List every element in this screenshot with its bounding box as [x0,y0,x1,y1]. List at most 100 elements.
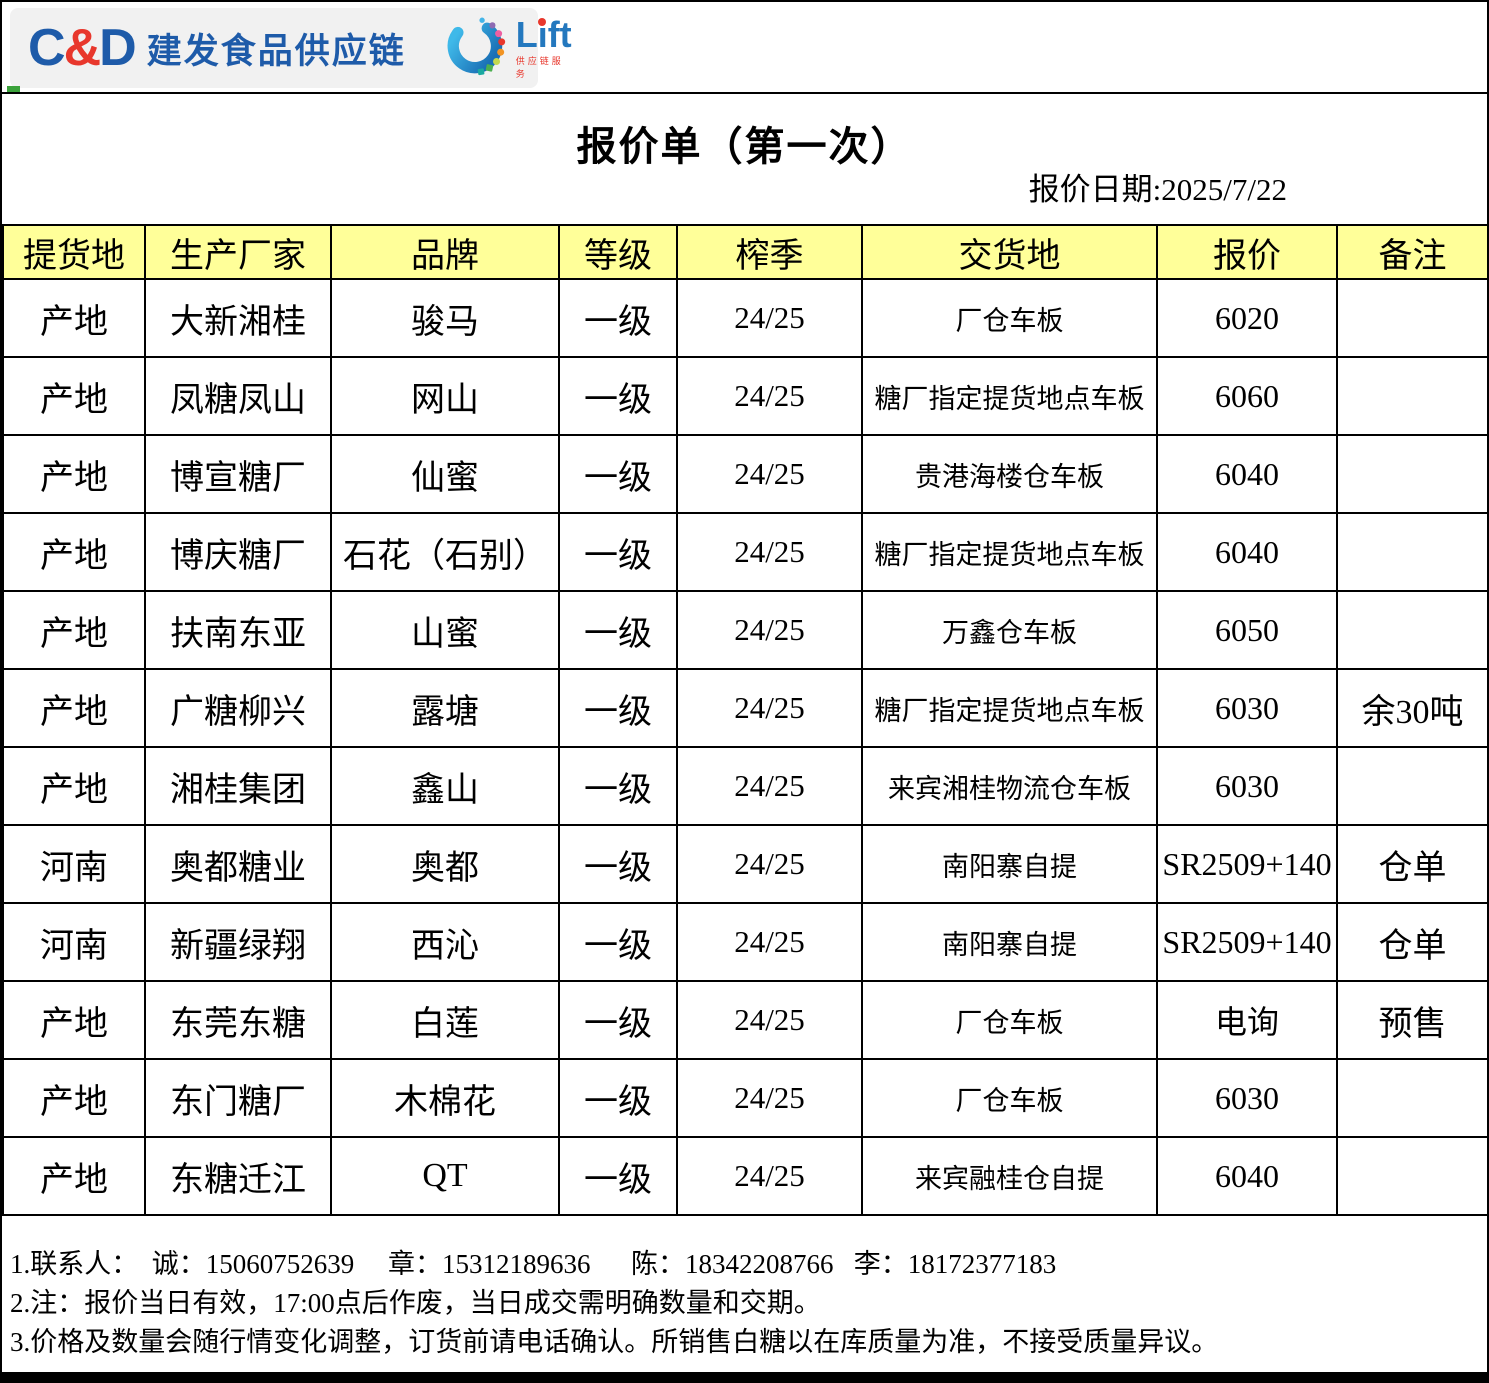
cell-brand: 露塘 [330,668,560,748]
cell-price: 6030 [1156,1058,1338,1138]
header-row: 提货地 生产厂家 品牌 等级 榨季 交货地 报价 备注 [2,224,1487,280]
lift-ring-icon [446,13,512,84]
cell-delivery: 贵港海楼仓车板 [861,434,1158,514]
cell-grade: 一级 [558,1058,678,1138]
cd-logo: C&D [28,19,137,77]
cell-pickup: 产地 [2,434,146,514]
table-row: 河南 奥都糖业 奥都 一级 24/25 南阳寨自提 SR2509+140 仓单 [2,824,1487,904]
cell-delivery: 南阳寨自提 [861,824,1158,904]
title-section: 报价单（第一次） 报价日期:2025/7/22 [2,92,1487,224]
cell-brand: 白莲 [330,980,560,1060]
cell-remark [1336,746,1487,826]
col-header-factory: 生产厂家 [144,224,332,280]
cell-brand: 网山 [330,356,560,436]
col-header-price: 报价 [1156,224,1338,280]
cell-delivery: 万鑫仓车板 [861,590,1158,670]
cell-grade: 一级 [558,278,678,358]
cell-price: 6040 [1156,512,1338,592]
cell-remark: 余30吨 [1336,668,1487,748]
cell-pickup: 河南 [2,902,146,982]
note-contacts: 1.联系人： 诚：15060752639 章：15312189636 陈：183… [10,1249,1057,1279]
lift-logo: Lift 供应链服务 [446,13,572,84]
cd-logo-ampersand: & [63,19,102,77]
table-row: 产地 东莞东糖 白莲 一级 24/25 厂仓车板 电询 预售 [2,980,1487,1060]
cell-grade: 一级 [558,512,678,592]
cell-price: 6040 [1156,434,1338,514]
table-row: 产地 博宣糖厂 仙蜜 一级 24/25 贵港海楼仓车板 6040 [2,434,1487,514]
col-header-brand: 品牌 [330,224,560,280]
cell-pickup: 产地 [2,668,146,748]
cell-delivery: 糖厂指定提货地点车板 [861,356,1158,436]
cell-pickup: 产地 [2,356,146,436]
cell-factory: 东门糖厂 [144,1058,332,1138]
lift-wordmark: Lift 供应链服务 [515,13,572,80]
quote-date: 报价日期:2025/7/22 [1028,172,1287,207]
cell-factory: 湘桂集团 [144,746,332,826]
cell-factory: 博宣糖厂 [144,434,332,514]
cell-pickup: 产地 [2,1136,146,1216]
cell-pickup: 产地 [2,980,146,1060]
cell-factory: 东莞东糖 [144,980,332,1060]
cell-remark [1336,278,1487,358]
cell-pickup: 河南 [2,824,146,904]
cell-grade: 一级 [558,434,678,514]
cell-price: 6030 [1156,746,1338,826]
cell-factory: 扶南东亚 [144,590,332,670]
cell-pickup: 产地 [2,590,146,670]
brand-name: 建发食品供应链 [146,31,406,71]
cell-remark: 仓单 [1336,902,1487,982]
lift-tagline: 供应链服务 [515,55,564,79]
cell-grade: 一级 [558,746,678,826]
quote-table: 提货地 生产厂家 品牌 等级 榨季 交货地 报价 备注 产地 大新湘桂 骏马 一级 24… [2,224,1487,1216]
cell-factory: 大新湘桂 [144,278,332,358]
cell-price: 6050 [1156,590,1338,670]
table-row: 产地 博庆糖厂 石花（石别） 一级 24/25 糖厂指定提货地点车板 6040 [2,512,1487,592]
lift-name: Lift [515,13,572,55]
cell-remark [1336,590,1487,670]
quote-table-body: 产地 大新湘桂 骏马 一级 24/25 厂仓车板 6020 产地 凤糖凤山 网山 一级 24/25 糖厂… [2,278,1487,1216]
cell-factory: 新疆绿翔 [144,902,332,982]
table-row: 产地 凤糖凤山 网山 一级 24/25 糖厂指定提货地点车板 6060 [2,356,1487,436]
cell-delivery: 糖厂指定提货地点车板 [861,668,1158,748]
cell-grade: 一级 [558,980,678,1060]
cell-grade: 一级 [558,902,678,982]
table-row: 河南 新疆绿翔 西沁 一级 24/25 南阳寨自提 SR2509+140 仓单 [2,902,1487,982]
table-row: 产地 广糖柳兴 露塘 一级 24/25 糖厂指定提货地点车板 6030 余30吨 [2,668,1487,748]
cell-delivery: 厂仓车板 [861,278,1158,358]
cell-brand: 骏马 [330,278,560,358]
cell-remark: 预售 [1336,980,1487,1060]
cell-price: SR2509+140 [1156,824,1338,904]
cell-grade: 一级 [558,1136,678,1216]
cell-season: 24/25 [676,824,863,904]
cell-season: 24/25 [676,278,863,358]
cd-logo-d: D [99,19,137,77]
cell-brand: 仙蜜 [330,434,560,514]
col-header-remark: 备注 [1336,224,1487,280]
cell-season: 24/25 [676,668,863,748]
table-row: 产地 东门糖厂 木棉花 一级 24/25 厂仓车板 6030 [2,1058,1487,1138]
cell-price: SR2509+140 [1156,902,1338,982]
cell-factory: 博庆糖厂 [144,512,332,592]
cell-pickup: 产地 [2,278,146,358]
cell-delivery: 来宾湘桂物流仓车板 [861,746,1158,826]
table-row: 产地 大新湘桂 骏马 一级 24/25 厂仓车板 6020 [2,278,1487,358]
cell-delivery: 南阳寨自提 [861,902,1158,982]
cell-brand: 鑫山 [330,746,560,826]
col-header-delivery: 交货地 [861,224,1158,280]
cell-price: 6040 [1156,1136,1338,1216]
note-disclaimer: 3.价格及数量会随行情变化调整，订货前请电话确认。所销售白糖以在库质量为准，不接… [10,1327,1219,1357]
cell-price: 电询 [1156,980,1338,1060]
cell-season: 24/25 [676,1136,863,1216]
cell-grade: 一级 [558,824,678,904]
table-row: 产地 东糖迁江 QT 一级 24/25 来宾融桂仓自提 6040 [2,1136,1487,1216]
col-header-pickup: 提货地 [2,224,146,280]
cell-remark [1336,1136,1487,1216]
cell-season: 24/25 [676,746,863,826]
cell-grade: 一级 [558,356,678,436]
page-title: 报价单（第一次） [576,124,913,169]
cell-factory: 广糖柳兴 [144,668,332,748]
cell-grade: 一级 [558,590,678,670]
logo-band: C&D 建发食品供应链 [10,8,572,88]
cell-price: 6020 [1156,278,1338,358]
